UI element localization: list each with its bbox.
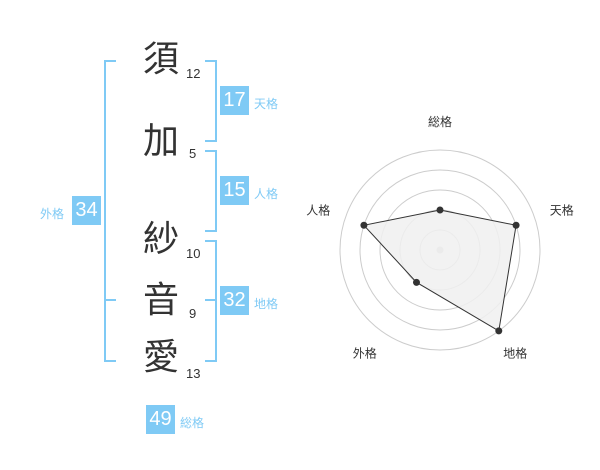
radar-axis-label: 総格 xyxy=(428,114,452,129)
tenkaku-bracket xyxy=(205,60,217,142)
radar-axis-label: 地格 xyxy=(503,346,527,361)
gaikaku-label: 外格 xyxy=(40,207,65,221)
radar-ring xyxy=(359,169,521,331)
radar-area xyxy=(362,209,517,332)
name-char-4: 音 xyxy=(142,280,179,321)
jinkaku-label: 人格 xyxy=(254,187,279,201)
jinkaku-bracket xyxy=(205,150,217,232)
radar-point xyxy=(495,327,503,335)
chikaku-value: 32 xyxy=(220,286,249,315)
stroke-count-5: 13 xyxy=(186,366,201,381)
chikaku-bracket xyxy=(205,240,217,362)
tenkaku-label: 天格 xyxy=(254,97,279,111)
chikaku-label: 地格 xyxy=(254,297,279,311)
radar-axis-label: 人格 xyxy=(306,202,330,217)
stroke-count-4: 9 xyxy=(189,306,197,321)
sokaku-label: 総格 xyxy=(180,416,205,430)
name-char-5: 愛 xyxy=(142,337,179,378)
gaikaku-bracket xyxy=(104,60,116,362)
name-char-1: 須 xyxy=(142,39,179,80)
chikaku-bracket-tick xyxy=(205,299,217,301)
gaikaku-value: 34 xyxy=(72,196,101,225)
stroke-count-1: 12 xyxy=(186,66,201,81)
jinkaku-value: 15 xyxy=(220,176,249,205)
name-char-3: 紗 xyxy=(142,219,179,260)
radar-ring xyxy=(339,149,541,351)
radar-point xyxy=(436,206,444,214)
name-char-2: 加 xyxy=(142,121,179,162)
stroke-count-2: 5 xyxy=(189,146,197,161)
radar-point xyxy=(360,221,368,229)
radar-axis-label: 天格 xyxy=(550,202,574,217)
radar-axis-label: 外格 xyxy=(353,346,377,361)
gaikaku-bracket-tick xyxy=(104,299,116,301)
radar-point xyxy=(412,278,420,286)
radar-point xyxy=(512,221,520,229)
sokaku-value: 49 xyxy=(146,405,175,434)
stroke-count-3: 10 xyxy=(186,246,201,261)
tenkaku-value: 17 xyxy=(220,86,249,115)
